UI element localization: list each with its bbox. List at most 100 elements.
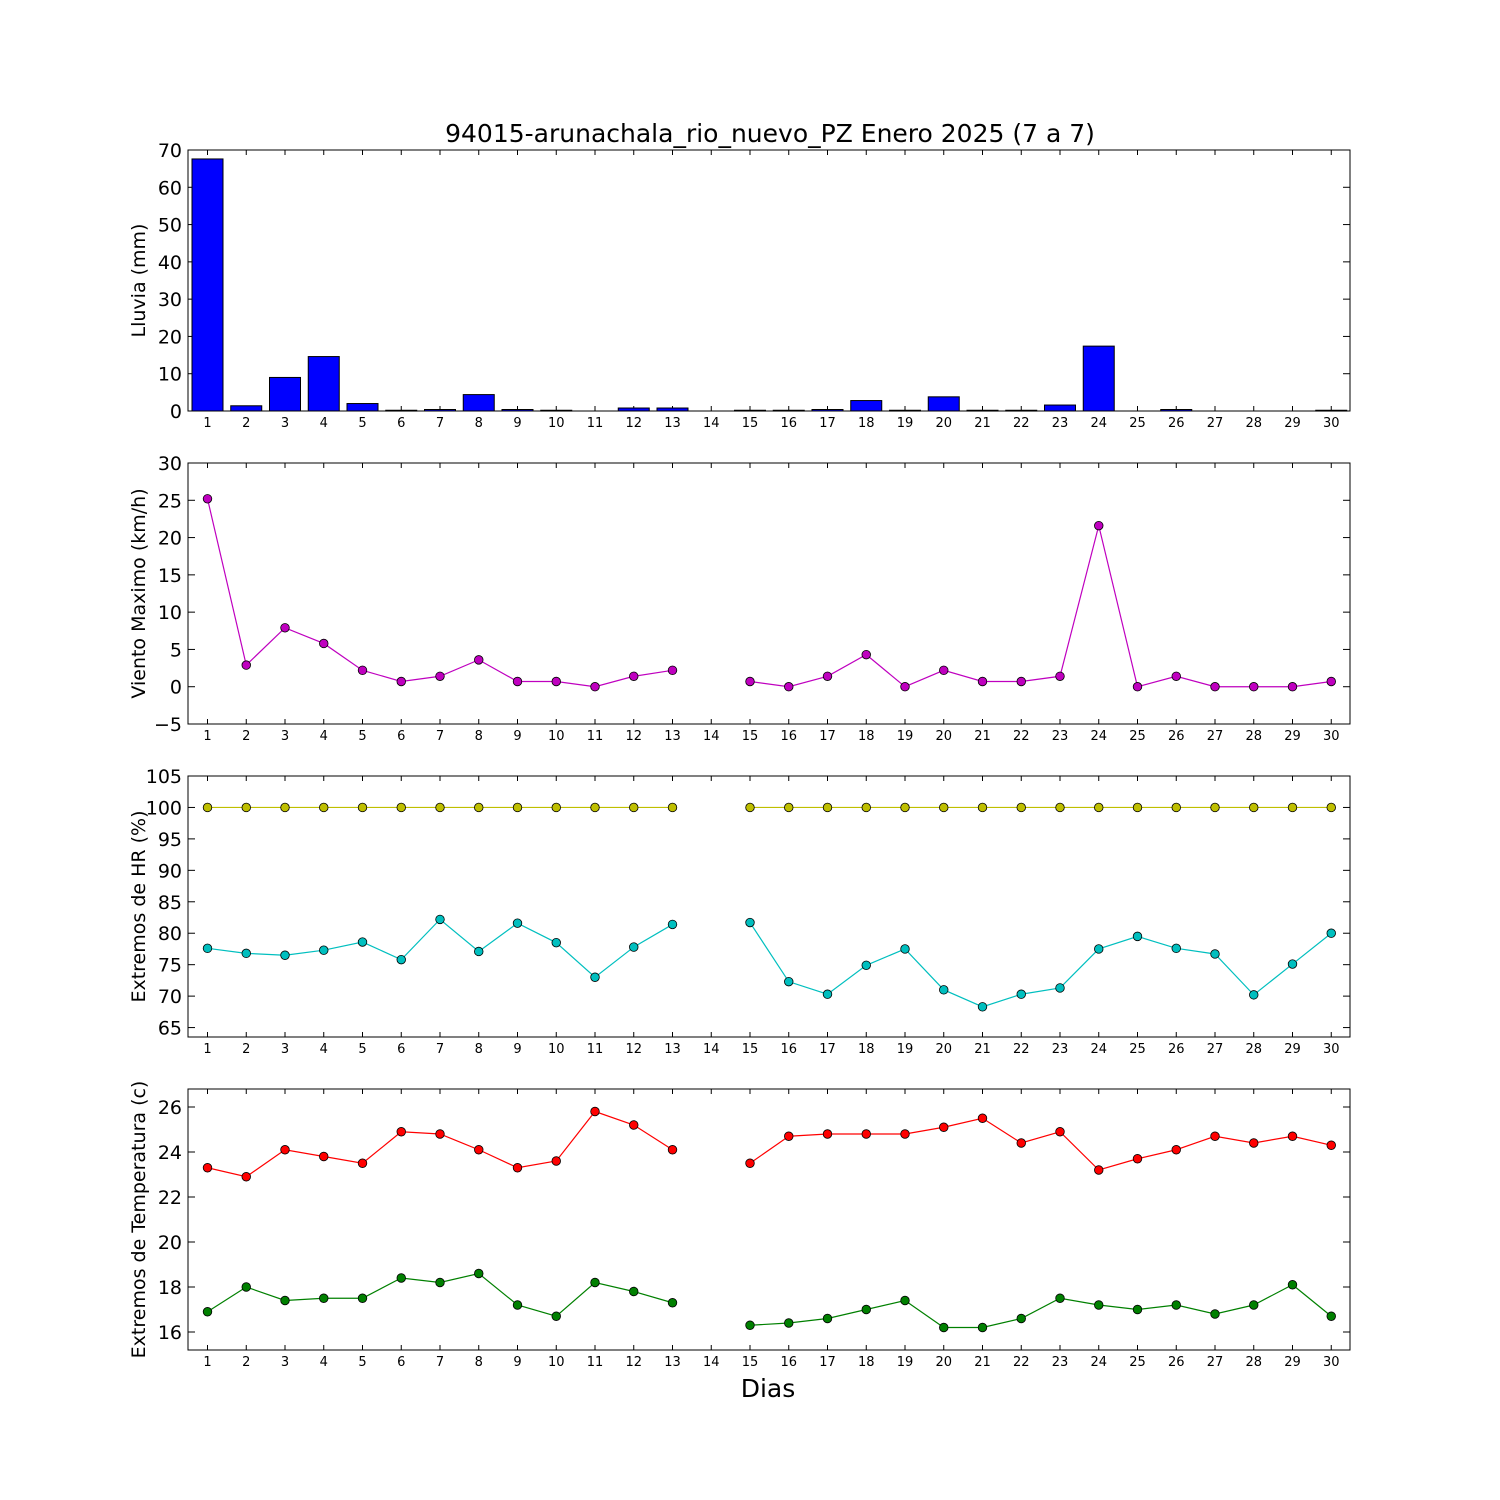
hr_min-point [202,943,213,954]
wind-point [241,660,251,670]
wind-y-axis-label: Viento Maximo (km/h) [128,488,150,698]
temp-xtick-label: 8 [475,1355,483,1370]
wind-xtick-label: 6 [397,729,405,744]
rain-xtick-label: 5 [358,416,366,431]
hr_min-point [1287,959,1298,969]
temp_max-point [939,1122,949,1132]
hr_max-point [357,802,368,813]
hr_max-point [1016,802,1026,813]
temp_max-point [590,1106,600,1117]
hr_min-point [1249,990,1259,1000]
wind-xtick-label: 3 [281,729,289,744]
hr_min-point [822,989,833,999]
rain-xtick-label: 25 [1129,416,1146,431]
wind-xtick-label: 16 [780,729,797,744]
rain-bar [307,356,340,412]
wind-point [1171,671,1181,681]
rain-xtick-label: 22 [1013,416,1030,431]
hr_min-point [1171,943,1181,954]
hr_max-point [1132,802,1143,813]
temp_min-point [745,1320,755,1330]
rain-xtick-label: 17 [819,416,836,431]
wind-point [1055,671,1065,681]
rain-xtick-label: 18 [858,416,875,431]
hr_max-point [822,802,833,813]
hr_min-point [900,944,910,954]
wind-xtick-label: 11 [587,729,604,744]
hr_max-point [784,802,794,813]
wind-ytick-label: 10 [158,602,182,624]
hr_min-point [280,950,290,960]
rain-xtick-label: 14 [703,416,720,431]
wind-xtick-label: 15 [742,729,759,744]
hr_max-point [590,802,600,813]
temp-xtick-label: 11 [587,1355,604,1370]
hr-xtick-label: 22 [1013,1042,1030,1057]
rain-xtick-label: 28 [1245,416,1262,431]
wind-point [357,665,368,676]
temp-xtick-label: 20 [935,1355,952,1370]
temp_min-point [1055,1293,1065,1303]
temp_min-point [1094,1300,1104,1310]
temp-ytick-label: 24 [158,1142,182,1164]
rain-xtick-label: 21 [974,416,991,431]
hr-xtick-label: 27 [1207,1042,1224,1057]
temp-ytick-label: 20 [158,1232,182,1254]
hr_min-point [396,954,406,965]
rain-ytick-label: 60 [158,177,182,199]
wind-point [822,671,833,681]
hr_min-point [1094,944,1104,954]
wind-point [435,671,445,681]
wind-xtick-label: 5 [358,729,366,744]
temp_max-line [749,1117,1332,1171]
rain-xtick-label: 23 [1052,416,1069,431]
hr_min-line [207,918,673,979]
hr_min-point [435,914,445,925]
temp-xtick-label: 28 [1245,1355,1262,1370]
hr_max-point [1249,802,1259,813]
rain-ytick-label: 10 [158,364,182,386]
hr_max-point [474,802,484,813]
wind-point [551,676,561,687]
temp-xtick-label: 19 [897,1355,914,1370]
temp_min-point [939,1322,949,1333]
rain-xtick-label: 27 [1207,416,1224,431]
rain-xtick-label: 3 [281,416,289,431]
hr-ytick-label: 70 [158,986,182,1008]
temp_max-point [1094,1165,1104,1175]
hr_min-line [749,922,1332,1008]
temp_max-point [474,1145,484,1155]
hr_max-point [1287,802,1298,813]
temp_max-point [435,1129,445,1139]
temp-xtick-label: 21 [974,1355,991,1370]
hr-ytick-label: 85 [158,892,182,914]
hr-xtick-label: 12 [625,1042,642,1057]
temp_min-point [1287,1280,1298,1290]
rain-xtick-label: 20 [935,416,952,431]
temp-xtick-label: 24 [1090,1355,1107,1370]
temp_min-point [551,1311,561,1321]
rain-xtick-label: 16 [780,416,797,431]
temp-xtick-label: 7 [436,1355,444,1370]
hr_max-point [900,802,910,813]
hr_min-point [474,946,484,957]
hr-xtick-label: 30 [1323,1042,1340,1057]
hr_min-point [241,948,251,959]
rain-xtick-label: 11 [587,416,604,431]
hr_max-point [939,802,949,813]
hr_max-point [280,802,290,813]
wind-point [280,623,290,633]
hr_min-point [1132,931,1143,942]
wind-plot-frame [187,462,1351,725]
temp_max-point [319,1151,329,1162]
temp-y-axis-label: Extremos de Temperatura (c) [128,1081,150,1359]
temp_min-point [357,1293,368,1303]
temp-xtick-label: 6 [397,1355,405,1370]
wind-point [590,682,600,692]
temp_max-point [1132,1154,1143,1164]
hr_max-point [396,802,406,813]
